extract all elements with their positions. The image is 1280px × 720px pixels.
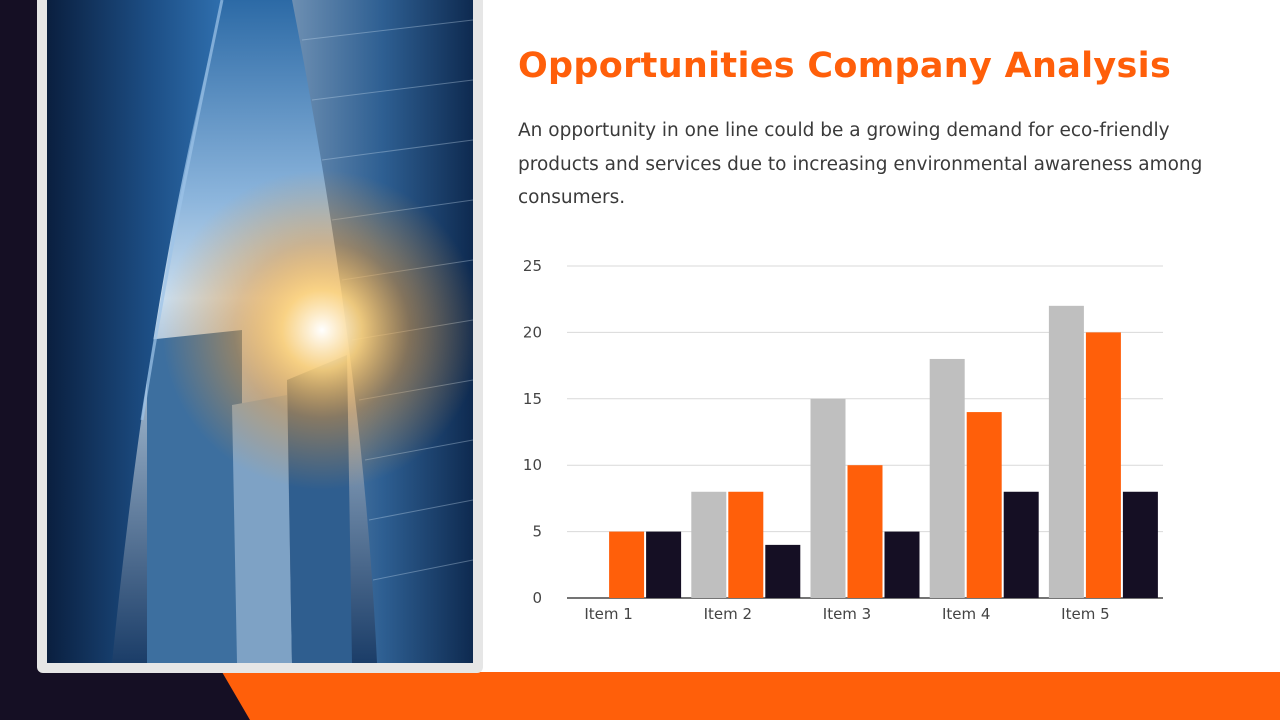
x-tick-label: Item 1 <box>584 605 632 623</box>
bar <box>884 531 920 598</box>
y-tick-label: 25 <box>523 257 542 275</box>
y-tick-label: 10 <box>523 456 542 474</box>
bar <box>728 491 764 598</box>
bar <box>847 465 883 598</box>
y-tick-label: 0 <box>532 589 542 607</box>
bar <box>1048 305 1084 598</box>
skyscrapers-illustration <box>47 0 473 663</box>
bar <box>966 412 1002 598</box>
skyscrapers-photo <box>47 0 473 663</box>
bar <box>646 531 682 598</box>
y-tick-label: 5 <box>532 523 542 541</box>
bar <box>691 491 727 598</box>
y-tick-label: 15 <box>523 390 542 408</box>
sun-glare <box>47 0 473 663</box>
bar <box>765 544 801 598</box>
y-tick-label: 20 <box>523 323 542 341</box>
x-tick-label: Item 4 <box>942 605 990 623</box>
slide-title: Opportunities Company Analysis <box>518 46 1172 86</box>
bar <box>1085 332 1121 598</box>
x-tick-label: Item 2 <box>704 605 752 623</box>
bar <box>609 531 645 598</box>
left-dark-band <box>0 0 40 720</box>
bar <box>810 398 846 598</box>
bar <box>1003 491 1039 598</box>
slide-description: An opportunity in one line could be a gr… <box>518 120 1203 208</box>
bottom-dark-wedge <box>0 672 250 720</box>
x-tick-label: Item 5 <box>1061 605 1109 623</box>
bar <box>929 358 965 598</box>
x-tick-label: Item 3 <box>823 605 871 623</box>
bar-chart: 0 5 10 15 20 25 Item 1 Item 2 Item 3 Item 4 Item 5 <box>523 257 1163 623</box>
bar <box>1122 491 1158 598</box>
